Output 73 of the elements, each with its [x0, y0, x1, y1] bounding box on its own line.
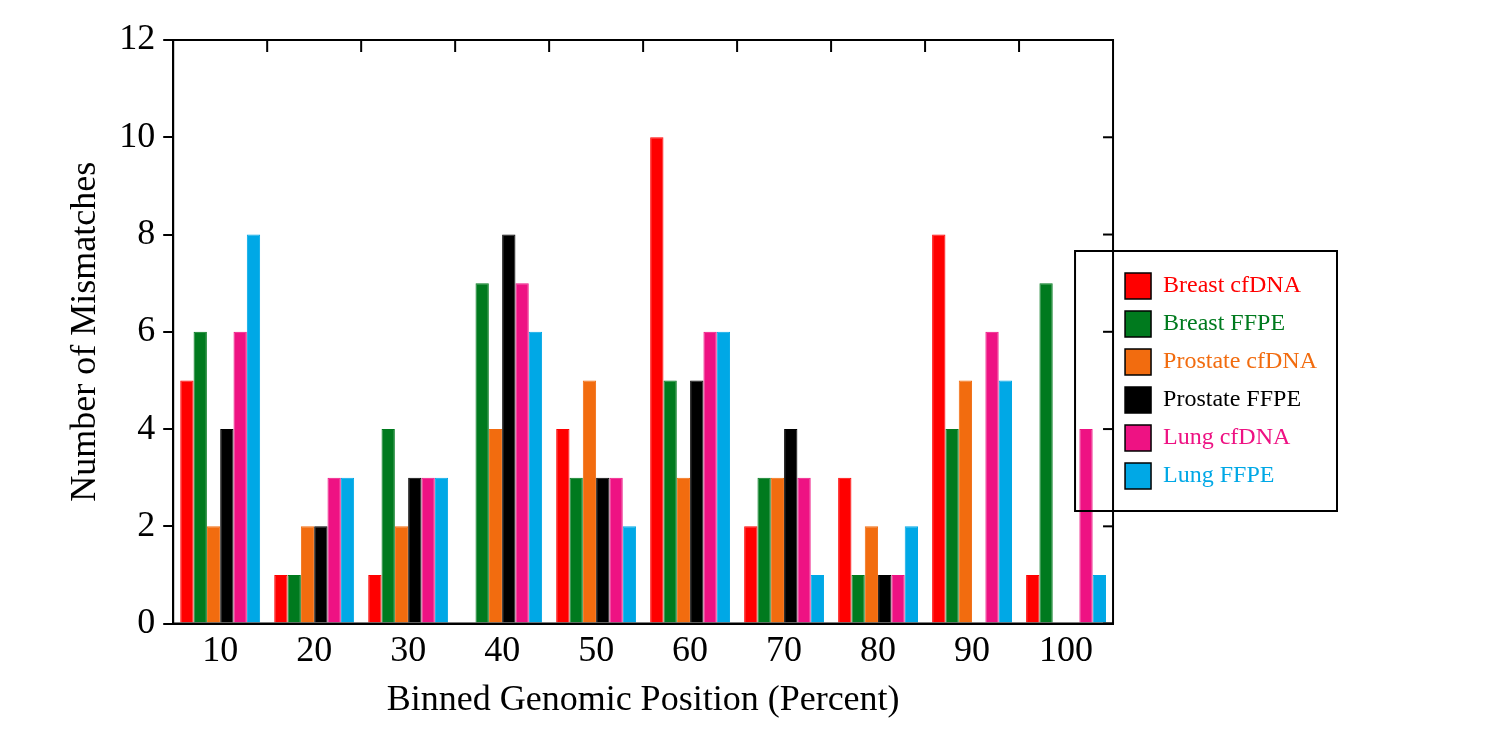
legend-label: Prostate cfDNA: [1163, 347, 1318, 374]
bar: [233, 331, 247, 623]
bar: [663, 380, 677, 623]
bar: [810, 574, 825, 623]
bar: [180, 380, 194, 623]
legend-label: Lung cfDNA: [1163, 423, 1292, 450]
bar: [744, 526, 758, 623]
y-tick-label: 10: [119, 114, 156, 155]
y-tick-label: 8: [137, 211, 156, 252]
bar: [622, 526, 637, 623]
y-tick-label: 0: [137, 601, 156, 642]
bar: [891, 574, 905, 623]
bar: [958, 380, 973, 623]
bar: [609, 477, 623, 623]
bar: [381, 429, 395, 623]
bar: [246, 234, 261, 623]
legend-label: Prostate FFPE: [1163, 385, 1302, 412]
x-axis-title: Binned Genomic Position (Percent): [386, 677, 900, 718]
x-tick-label: 100: [1039, 628, 1094, 669]
y-axis-title: Number of Mismatches: [63, 161, 104, 502]
bar: [193, 331, 207, 623]
legend-label: Breast cfDNA: [1163, 271, 1302, 298]
bar: [528, 331, 543, 623]
bar: [515, 283, 529, 623]
bar: [475, 283, 489, 623]
y-tick-label: 12: [119, 17, 156, 58]
bar: [287, 574, 301, 623]
bar: [650, 137, 664, 623]
bar: [1079, 429, 1093, 623]
bar: [676, 477, 691, 623]
x-tick-label: 40: [484, 628, 521, 669]
bar: [998, 380, 1013, 623]
bar: [421, 477, 435, 623]
x-tick-label: 50: [578, 628, 615, 669]
bar: [274, 574, 288, 623]
x-tick-label: 20: [296, 628, 333, 669]
x-tick-label: 60: [672, 628, 709, 669]
bar: [340, 477, 355, 623]
bar: [556, 429, 570, 623]
x-tick-label: 10: [202, 628, 239, 669]
x-tick-label: 70: [766, 628, 803, 669]
bar: [945, 429, 959, 623]
x-tick-label: 30: [390, 628, 427, 669]
y-tick-label: 4: [137, 406, 156, 447]
bar: [904, 526, 919, 623]
bar: [434, 477, 449, 623]
bar: [394, 526, 409, 623]
legend-label: Breast FFPE: [1163, 309, 1286, 336]
bar: [770, 477, 785, 623]
bar: [703, 331, 717, 623]
bar: [1039, 283, 1053, 623]
bar: [582, 380, 597, 623]
legend-label: Lung FFPE: [1163, 461, 1275, 488]
y-tick-label: 6: [137, 309, 156, 350]
bar: [488, 429, 503, 623]
bar: [368, 574, 382, 623]
bar: [864, 526, 879, 623]
x-tick-label: 90: [954, 628, 991, 669]
bar: [300, 526, 315, 623]
bar: [932, 234, 946, 623]
bar: [327, 477, 341, 623]
bar: [985, 331, 999, 623]
x-tick-label: 80: [860, 628, 897, 669]
y-tick-label: 2: [137, 503, 156, 544]
bar: [797, 477, 811, 623]
bar: [838, 477, 852, 623]
bar: [1092, 574, 1106, 623]
bar: [206, 526, 221, 623]
bar: [716, 331, 731, 623]
bar: [1026, 574, 1040, 623]
bar: [569, 477, 583, 623]
bar: [851, 574, 865, 623]
bar: [757, 477, 771, 623]
